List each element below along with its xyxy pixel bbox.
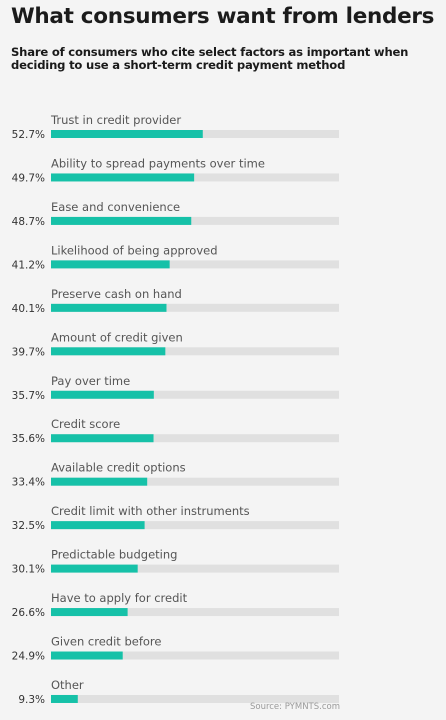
bar-track <box>51 477 339 486</box>
bar <box>51 130 203 138</box>
value-label: 35.6% <box>12 433 45 445</box>
value-label: 41.2% <box>12 259 45 271</box>
category-label: Ability to spread payments over time <box>51 156 265 170</box>
category-label: Likelihood of being approved <box>51 243 218 257</box>
value-label: 33.4% <box>12 477 45 489</box>
category-label: Have to apply for credit <box>51 591 188 605</box>
category-label: Predictable budgeting <box>51 548 177 562</box>
bar-track <box>51 260 339 269</box>
bar <box>51 608 128 617</box>
bar <box>51 260 170 269</box>
category-label: Available credit options <box>51 461 186 475</box>
bar <box>51 303 167 312</box>
chart-subtitle: Share of consumers who cite select facto… <box>11 45 409 72</box>
category-label: Preserve cash on hand <box>51 287 182 301</box>
bar <box>51 216 192 225</box>
value-label: 35.7% <box>12 390 45 402</box>
value-label: 48.7% <box>12 216 45 228</box>
chart-title: What consumers want from lenders <box>11 4 435 29</box>
bar <box>51 521 145 530</box>
bar <box>51 434 154 443</box>
category-label: Given credit before <box>51 635 161 649</box>
value-label: 30.1% <box>12 564 45 576</box>
bar <box>51 477 148 486</box>
bar-track <box>51 216 339 225</box>
category-label: Amount of credit given <box>51 330 183 344</box>
value-label: 39.7% <box>12 346 45 358</box>
value-label: 9.3% <box>18 694 45 706</box>
category-label: Credit score <box>51 417 120 431</box>
bar-track <box>51 564 339 573</box>
bar-track <box>51 521 339 530</box>
bar-track <box>51 390 339 399</box>
bar-track <box>51 173 339 182</box>
category-label: Pay over time <box>51 374 130 388</box>
bar-track <box>51 347 339 356</box>
value-label: 49.7% <box>12 172 45 184</box>
value-label: 40.1% <box>12 303 45 315</box>
bar <box>51 390 154 399</box>
bar-track <box>51 608 339 617</box>
value-label: 32.5% <box>12 520 45 532</box>
bar <box>51 564 138 573</box>
category-label: Other <box>51 678 84 692</box>
bar-track <box>51 434 339 443</box>
bar <box>51 347 166 356</box>
bar <box>51 173 195 182</box>
value-label: 52.7% <box>12 129 45 141</box>
value-label: 24.9% <box>12 651 45 663</box>
bar <box>51 651 123 660</box>
bar <box>51 694 78 703</box>
bar-track <box>51 303 339 312</box>
bar-track <box>51 651 339 660</box>
category-label: Trust in credit provider <box>50 113 181 127</box>
category-label: Credit limit with other instruments <box>51 504 250 518</box>
source-note: Source: PYMNTS.com <box>249 702 340 712</box>
bar-track <box>51 694 339 703</box>
category-label: Ease and convenience <box>51 200 180 214</box>
value-label: 26.6% <box>12 607 45 619</box>
